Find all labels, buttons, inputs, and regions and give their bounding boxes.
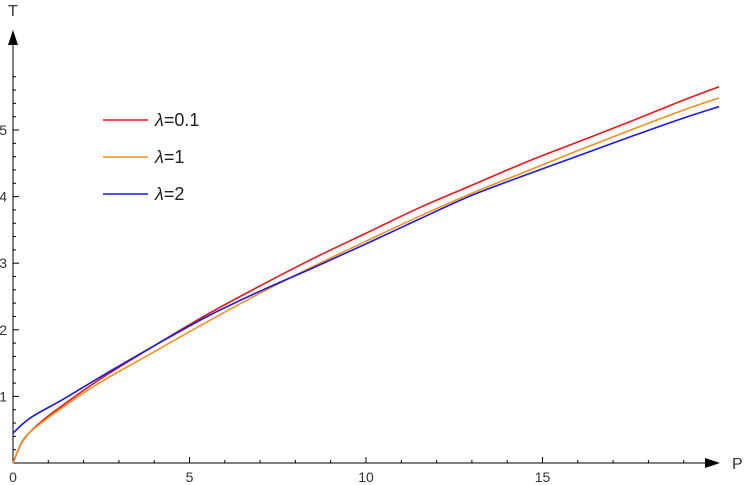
y-tick-label: 5 — [0, 122, 7, 138]
y-tick-label: 2 — [0, 322, 7, 338]
y-axis-arrow — [8, 30, 18, 45]
y-tick-label: 1 — [0, 388, 7, 404]
y-tick-label: 4 — [0, 189, 7, 205]
series-line-1 — [12, 85, 720, 464]
y-tick-label: 3 — [0, 255, 7, 271]
legend: λ=0.1 λ=1 λ=2 — [103, 110, 199, 204]
series-group — [12, 85, 720, 464]
axes — [8, 30, 720, 468]
y-axis-title: T — [8, 3, 18, 20]
legend-label-2: λ=1 — [154, 147, 184, 167]
legend-label-1: λ=0.1 — [154, 110, 199, 130]
x-tick-label: 10 — [358, 469, 374, 485]
x-tick-label: 15 — [535, 469, 551, 485]
series-line-3 — [12, 105, 720, 434]
ticks: 0 5 10 15 1 2 3 4 5 — [0, 76, 685, 485]
series-line-2 — [12, 97, 720, 464]
x-axis-title: P — [732, 456, 743, 473]
legend-label-3: λ=2 — [154, 184, 184, 204]
x-tick-label: 0 — [9, 469, 17, 485]
x-tick-label: 5 — [186, 469, 194, 485]
x-axis-arrow — [705, 458, 720, 468]
